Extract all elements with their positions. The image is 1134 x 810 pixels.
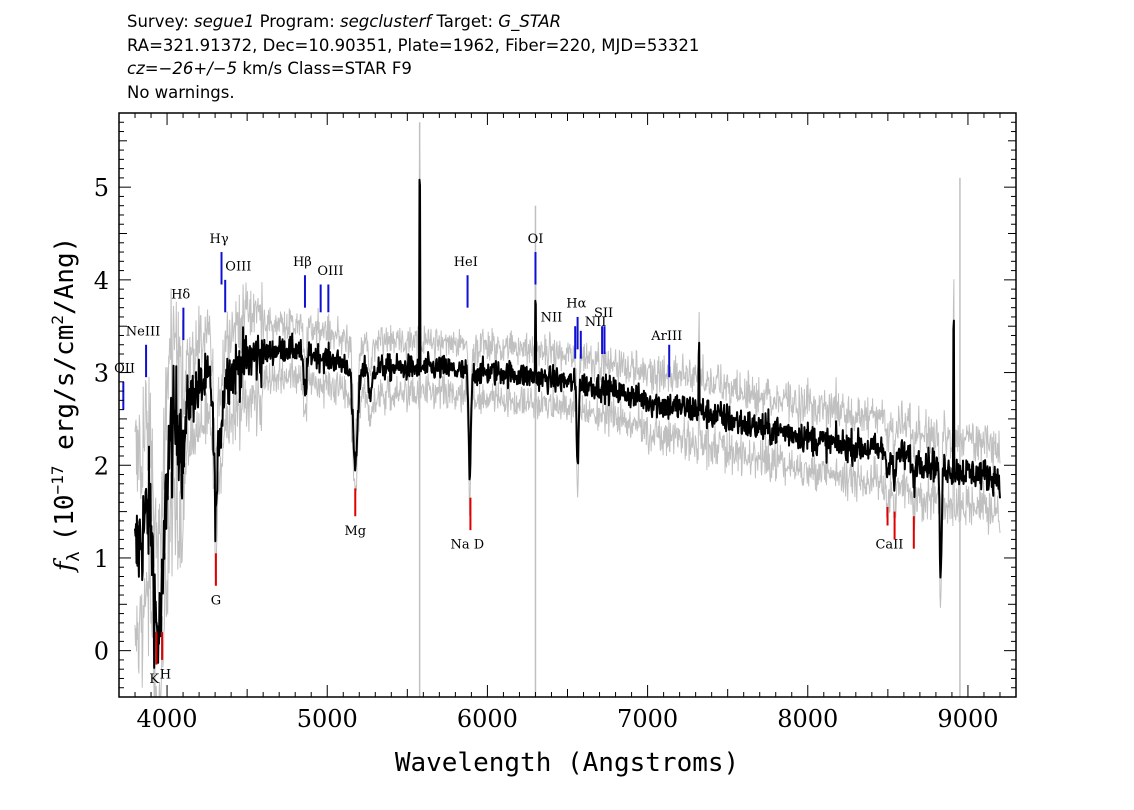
header-line-4: No warnings.	[127, 82, 235, 102]
absorption-line-label: CaII	[875, 538, 903, 553]
absorption-line-label: Na D	[451, 538, 485, 553]
y-axis-post: /Ang)	[50, 237, 80, 315]
emission-line-label: OI	[528, 232, 544, 247]
flux-line	[134, 178, 1001, 669]
x-tick-label: 4000	[137, 705, 198, 733]
absorption-line-label: Mg	[344, 524, 366, 539]
error-lower	[134, 201, 1001, 698]
header-line-3: cz=−26+/−5 km/s Class=STAR F9	[127, 57, 699, 81]
spectrum-header: Survey: segue1 Program: segclusterf Targ…	[127, 10, 699, 104]
y-tick-label: 5	[94, 174, 109, 202]
y-axis-symbol-sub: λ	[64, 551, 84, 561]
y-tick-label: 3	[94, 360, 109, 388]
emission-line-label: OII	[114, 362, 135, 377]
emission-line-label: Hα	[566, 297, 586, 312]
flux-series	[134, 178, 1001, 669]
y-axis-exp2: 2	[48, 315, 67, 325]
target-value: G_STAR	[498, 12, 562, 31]
emission-line-label: NII	[541, 311, 563, 326]
x-axis-title: Wavelength (Angstroms)	[395, 748, 739, 778]
emission-line-label: NeIII	[126, 324, 160, 339]
y-tick-label: 0	[94, 638, 109, 666]
redshift-value: cz=−26+/−5	[127, 59, 238, 78]
program-value: segclusterf	[340, 12, 432, 31]
error-upper	[134, 149, 1001, 593]
y-tick-label: 1	[94, 545, 109, 573]
emission-line-label: Hβ	[293, 255, 312, 270]
y-axis-mid: erg/s/cm	[50, 325, 80, 466]
y-tick-label: 4	[94, 267, 109, 295]
y-axis-exp1: −17	[48, 466, 67, 495]
emission-line-label: HeI	[454, 255, 478, 270]
axes: 4000 5000 6000 7000 8000 9000 0 1 2 3 4 5	[94, 112, 1017, 733]
emission-line-label: OIII	[225, 260, 251, 275]
survey-value: segue1	[194, 12, 255, 31]
program-label: Program:	[259, 12, 335, 31]
survey-label: Survey:	[127, 12, 189, 31]
emission-line-label: Hγ	[210, 232, 229, 247]
target-label: Target:	[436, 12, 494, 31]
x-tick-label: 5000	[297, 705, 358, 733]
emission-line-label: SII	[594, 306, 613, 321]
y-axis-title: fλ(10−17 erg/s/cm2/Ang)	[48, 237, 84, 574]
absorption-line-label: H	[160, 667, 171, 682]
emission-line-label: ArIII	[650, 329, 682, 344]
emission-line-label: NII	[585, 315, 607, 330]
plot-frame	[118, 112, 1017, 698]
header-line-1: Survey: segue1 Program: segclusterf Targ…	[127, 10, 699, 34]
x-tick-label: 7000	[617, 705, 678, 733]
class-value: km/s Class=STAR F9	[242, 59, 412, 78]
emission-line-label: OIII	[317, 264, 343, 279]
absorption-line-label: G	[211, 593, 221, 608]
y-axis-pre: (10	[50, 494, 80, 541]
x-tick-label: 8000	[777, 705, 838, 733]
x-tick-label: 9000	[937, 705, 998, 733]
x-tick-label: 6000	[457, 705, 518, 733]
y-tick-label: 2	[94, 452, 109, 480]
error-series	[134, 122, 1001, 698]
absorption-line-label: K	[149, 672, 159, 687]
emission-line-label: Hδ	[171, 287, 190, 302]
header-line-2: RA=321.91372, Dec=10.90351, Plate=1962, …	[127, 35, 700, 55]
